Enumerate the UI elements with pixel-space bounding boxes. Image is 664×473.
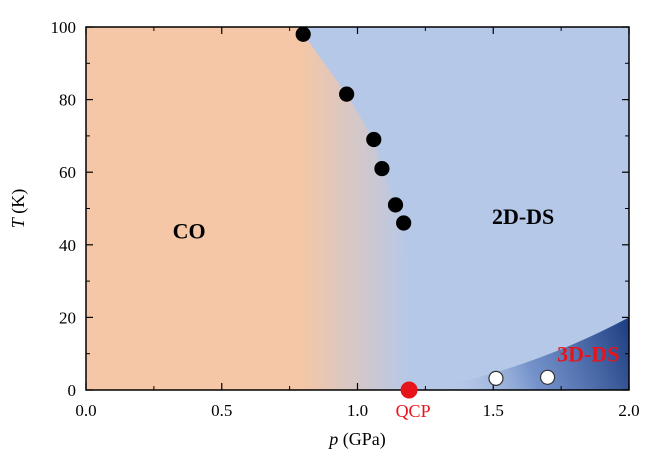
filled-data-point [339,86,355,102]
qcp-point [400,381,418,399]
x-tick-label: 1.0 [347,401,368,420]
y-axis-label: T (K) [8,189,29,229]
data-points [295,26,556,399]
filled-data-point [366,131,382,148]
region-co-fade [297,27,410,390]
region-label-2d-ds: 2D-DS [492,204,554,229]
open-data-point [539,369,556,385]
filled-data-point [295,26,311,42]
region-labels: CO 2D-DS 3D-DS [173,204,620,367]
plot-background [86,27,629,390]
y-tick-label: 60 [59,163,76,182]
x-axis-label: p (GPa) [327,429,386,450]
x-tick-label: 0.5 [211,401,232,420]
y-axis-variable: T [8,216,28,228]
x-tick-label: 2.0 [618,401,639,420]
axis-ticks [85,26,630,391]
x-tick-label: 0.0 [75,401,96,420]
axis-tick-labels: 0.0 0.5 1.0 1.5 2.0 0 20 40 60 80 100 [51,18,640,420]
region-label-co: CO [173,218,206,243]
x-axis-unit: (GPa) [338,429,386,450]
open-data-point [488,370,504,386]
y-tick-label: 20 [59,308,76,327]
region-co [86,27,304,390]
filled-data-point [387,197,404,213]
filled-data-point [396,215,412,231]
x-axis-variable: p [327,429,338,449]
region-label-3d-ds: 3D-DS [557,342,619,367]
qcp-label: QCP [396,401,431,421]
y-tick-label: 80 [59,91,76,110]
x-tick-label: 1.5 [483,401,504,420]
y-tick-label: 0 [68,381,77,400]
y-axis-unit: (K) [8,189,29,219]
y-tick-label: 100 [51,18,77,37]
y-tick-label: 40 [59,236,76,255]
region-3d-ds [425,317,629,390]
filled-data-point [374,160,390,177]
